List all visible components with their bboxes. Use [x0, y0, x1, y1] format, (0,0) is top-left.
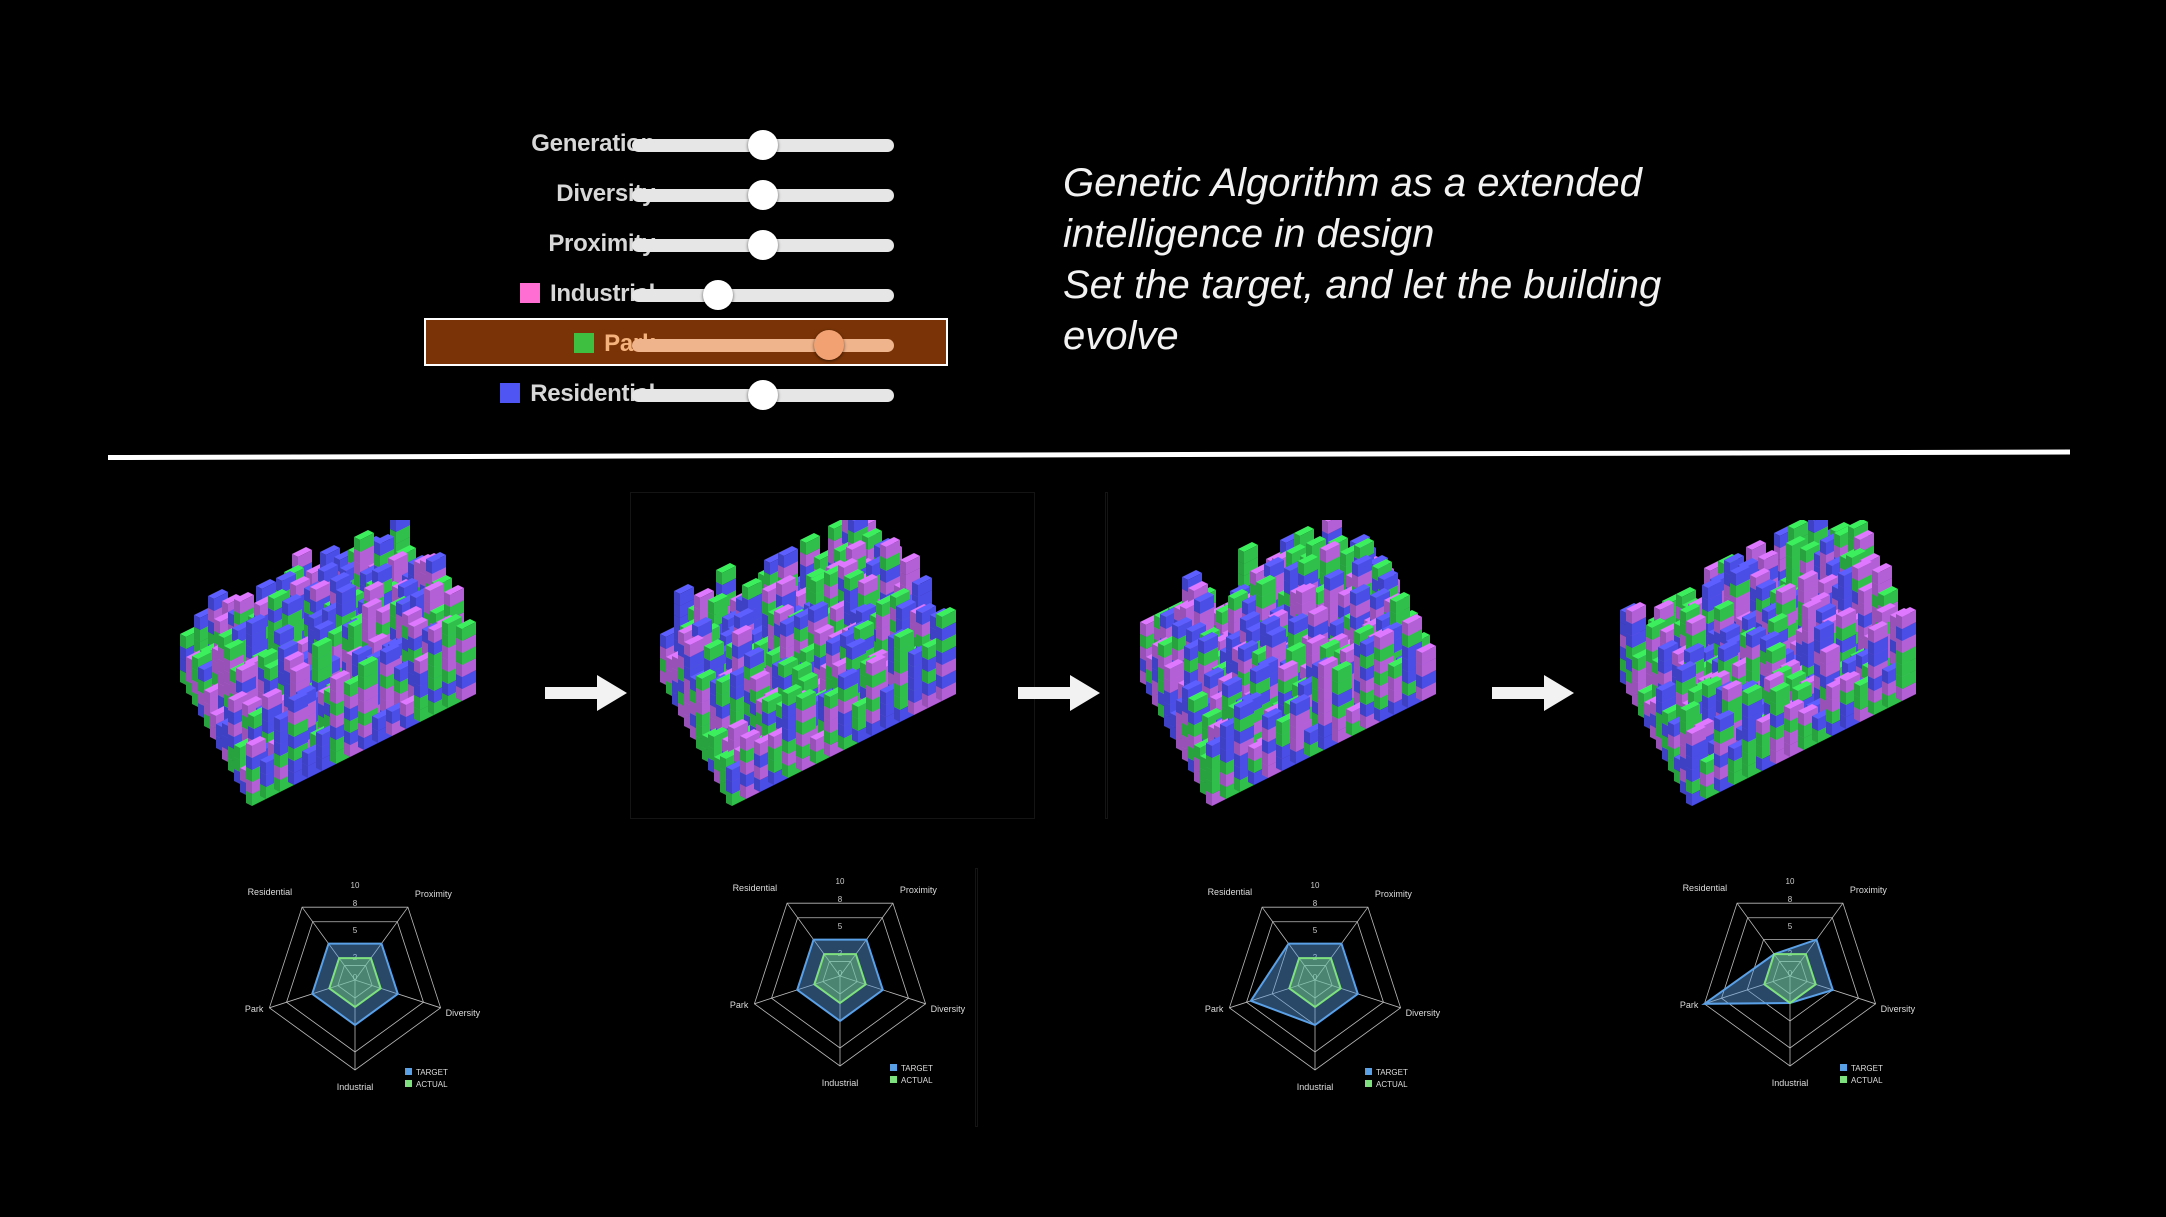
headline-line: intelligence in design	[1063, 209, 1763, 260]
legend-swatch	[1840, 1076, 1847, 1083]
radar-axis-label: Park	[730, 1000, 749, 1010]
legend-swatch	[1840, 1064, 1847, 1071]
legend-label: TARGET	[1851, 1064, 1883, 1073]
divider	[108, 450, 2070, 460]
legend-label: ACTUAL	[1376, 1080, 1408, 1089]
radar-axis-label: Proximity	[900, 885, 938, 895]
radar-tick-label: 10	[1311, 881, 1320, 890]
legend-swatch	[405, 1068, 412, 1075]
legend-label: TARGET	[1376, 1068, 1408, 1077]
headline-line: Genetic Algorithm as a extended	[1063, 158, 1763, 209]
building-model-generation-3	[1130, 520, 1490, 820]
park-slider[interactable]	[632, 339, 894, 352]
legend-swatch	[405, 1080, 412, 1087]
radar-axis-label: Industrial	[1772, 1078, 1809, 1088]
voxel-blocks	[180, 520, 476, 806]
radar-axis-label: Residential	[248, 887, 293, 897]
legend-swatch	[890, 1064, 897, 1071]
slider-row-proximity: Proximity	[420, 220, 960, 270]
radar-tick-label: 5	[838, 922, 843, 931]
proximity-slider[interactable]	[632, 239, 894, 252]
slider-thumb[interactable]	[703, 280, 733, 310]
slider-row-diversity: Diversity	[420, 170, 960, 220]
slider-row-industrial: Industrial	[420, 270, 960, 320]
radar-axis-label: Industrial	[822, 1078, 859, 1088]
headline-line: Set the target, and let the building	[1063, 260, 1763, 311]
radar-tick-label: 8	[353, 899, 358, 908]
headline: Genetic Algorithm as a extended intellig…	[1063, 158, 1763, 362]
industrial-swatch	[520, 283, 540, 303]
voxel-blocks	[660, 520, 956, 806]
arrow-right-icon	[1018, 675, 1100, 711]
slider-row-generation: Generation	[420, 120, 960, 170]
radar-axis-label: Proximity	[415, 889, 453, 899]
radar-axis-label: Residential	[1208, 887, 1253, 897]
radar-axis-label: Park	[245, 1004, 264, 1014]
legend-label: ACTUAL	[416, 1080, 448, 1089]
radar-tick-label: 5	[353, 926, 358, 935]
park-swatch	[574, 333, 594, 353]
radar-chart-2: 025810Residential ProximityDiversityIndus…	[690, 866, 990, 1116]
legend-label: ACTUAL	[1851, 1076, 1883, 1085]
radar-axis-label: Park	[1680, 1000, 1699, 1010]
residential-swatch	[500, 383, 520, 403]
radar-tick-label: 8	[838, 895, 843, 904]
slider-thumb[interactable]	[748, 180, 778, 210]
radar-axis-label: Diversity	[1881, 1004, 1916, 1014]
voxel-blocks	[1140, 520, 1436, 806]
slider-thumb[interactable]	[814, 330, 844, 360]
slider-row-residential: Residential	[420, 370, 960, 420]
headline-line: evolve	[1063, 311, 1763, 362]
radar-axis-label: Diversity	[931, 1004, 966, 1014]
slider-row-park: Park	[420, 320, 960, 370]
industrial-slider[interactable]	[632, 289, 894, 302]
radar-axis-label: Proximity	[1375, 889, 1413, 899]
legend-swatch	[1365, 1080, 1372, 1087]
legend-swatch	[1365, 1068, 1372, 1075]
radar-axis-label: Diversity	[446, 1008, 481, 1018]
slider-thumb[interactable]	[748, 130, 778, 160]
residential-slider[interactable]	[632, 389, 894, 402]
radar-axis-label: Industrial	[1297, 1082, 1334, 1092]
legend-label: ACTUAL	[901, 1076, 933, 1085]
arrow-right-icon	[1492, 675, 1574, 711]
radar-axis-label: Diversity	[1406, 1008, 1441, 1018]
arrow-right-icon	[545, 675, 627, 711]
radar-axis-label: Park	[1205, 1004, 1224, 1014]
radar-tick-label: 8	[1313, 899, 1318, 908]
voxel-blocks	[1620, 520, 1916, 806]
legend-label: TARGET	[416, 1068, 448, 1077]
radar-tick-label: 10	[351, 881, 360, 890]
radar-tick-label: 10	[836, 877, 845, 886]
generation-slider[interactable]	[632, 139, 894, 152]
legend-swatch	[890, 1076, 897, 1083]
radar-tick-label: 5	[1788, 922, 1793, 931]
radar-tick-label: 8	[1788, 895, 1793, 904]
radar-axis-label: Industrial	[337, 1082, 374, 1092]
legend-label: TARGET	[901, 1064, 933, 1073]
building-model-generation-4	[1610, 520, 1970, 820]
panel-frame	[1105, 492, 1108, 819]
radar-axis-label: Proximity	[1850, 885, 1888, 895]
building-model-generation-2	[650, 520, 1010, 820]
radar-tick-label: 10	[1786, 877, 1795, 886]
diversity-slider[interactable]	[632, 189, 894, 202]
slider-thumb[interactable]	[748, 380, 778, 410]
radar-axis-label: Residential	[1683, 883, 1728, 893]
radar-tick-label: 5	[1313, 926, 1318, 935]
slider-thumb[interactable]	[748, 230, 778, 260]
building-model-generation-1	[170, 520, 530, 820]
radar-axis-label: Residential	[733, 883, 778, 893]
